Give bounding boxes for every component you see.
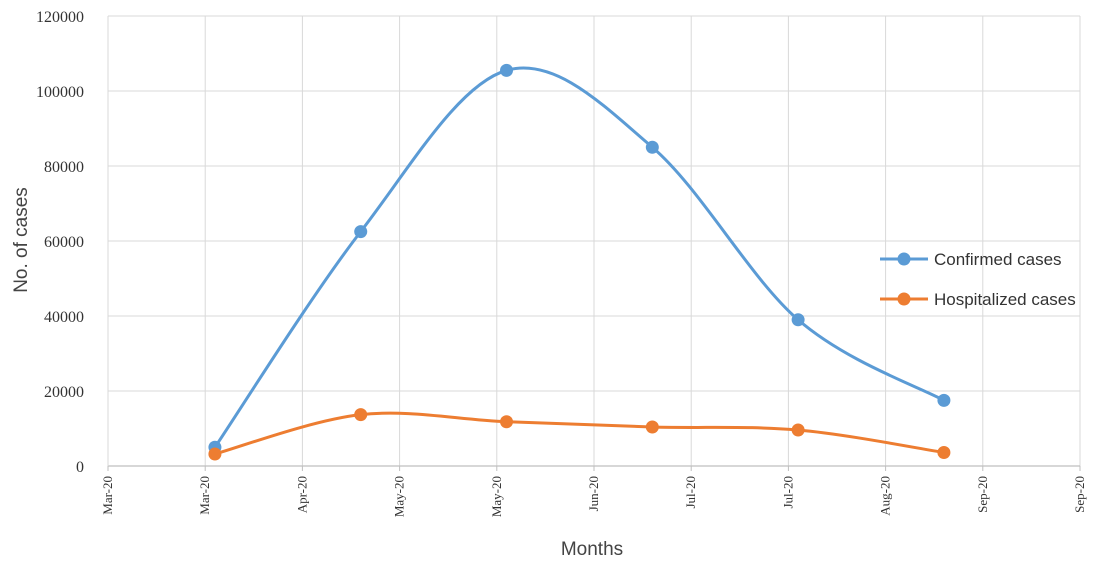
legend-marker [897, 292, 911, 306]
data-point [791, 423, 805, 437]
x-tick-labels: Mar-20 Mar-20 Apr-20 May-20 May-20 Jun-20 Jul-… [100, 476, 1087, 517]
series-line [213, 411, 946, 456]
x-tick-label: Sep-20 [975, 476, 990, 513]
data-point [937, 446, 951, 459]
y-tick-labels: 0 20000 40000 60000 80000 100000 120000 [36, 9, 84, 476]
data-point [937, 393, 951, 407]
x-tick-label: Jun-20 [586, 476, 601, 511]
y-tick-label: 40000 [44, 309, 84, 326]
series-line [213, 66, 946, 449]
legend-marker [897, 252, 911, 266]
y-axis-title: No. of cases [11, 187, 32, 293]
y-tick-label: 0 [76, 459, 84, 476]
y-tick-label: 20000 [44, 384, 84, 401]
data-point [208, 447, 222, 461]
legend-label: Hospitalized cases [934, 290, 1076, 309]
x-tick-label: Sep-20 [1072, 476, 1087, 513]
data-point [500, 63, 514, 77]
y-tick-label: 120000 [36, 9, 84, 26]
x-tick-label: Apr-20 [294, 476, 309, 513]
y-tick-label: 80000 [44, 159, 84, 176]
series [208, 63, 951, 461]
x-tick-label: May-20 [489, 476, 504, 517]
legend: Confirmed cases Hospitalized cases [880, 250, 1076, 309]
data-point [354, 408, 368, 422]
series-hospitalized-cases [208, 408, 951, 461]
x-tick-label: Mar-20 [197, 476, 212, 515]
data-point [645, 420, 659, 434]
x-tick-label: Aug-20 [878, 476, 893, 516]
x-tick-label: May-20 [392, 476, 407, 517]
data-point [500, 415, 514, 429]
data-point [645, 140, 659, 154]
data-point [354, 225, 368, 239]
legend-entry: Confirmed cases [880, 250, 1062, 269]
data-point [791, 313, 805, 327]
legend-entry: Hospitalized cases [880, 290, 1076, 309]
series-confirmed-cases [208, 63, 951, 454]
y-tick-label: 100000 [36, 84, 84, 101]
x-tick-label: Mar-20 [100, 476, 115, 515]
x-tick-label: Jul-20 [780, 476, 795, 509]
axes [107, 16, 1081, 471]
x-tick-label: Jul-20 [683, 476, 698, 509]
x-axis-title: Months [561, 539, 623, 560]
grid [108, 15, 1081, 466]
y-tick-label: 60000 [44, 234, 84, 251]
legend-label: Confirmed cases [934, 250, 1062, 269]
